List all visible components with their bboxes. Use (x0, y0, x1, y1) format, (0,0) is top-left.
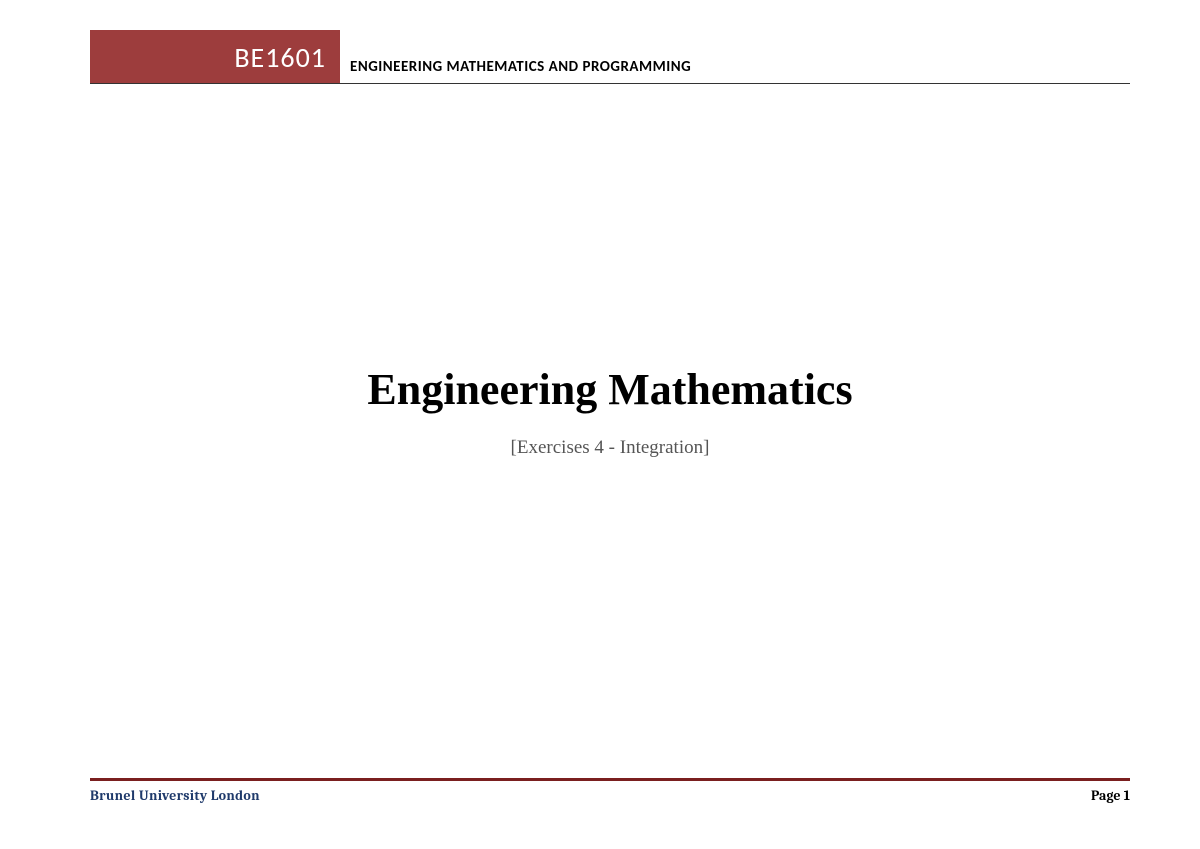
page-footer: Brunel University London Page 1 (90, 778, 1130, 804)
page-number: Page 1 (1091, 787, 1130, 804)
university-name: Brunel University London (90, 787, 260, 804)
document-title: Engineering Mathematics (90, 364, 1130, 415)
course-code-badge: BE1601 (90, 30, 340, 83)
footer-rule (90, 778, 1130, 781)
document-page: BE1601 ENGINEERING MATHEMATICS AND PROGR… (0, 0, 1200, 849)
document-subtitle: [Exercises 4 - Integration] (90, 437, 1130, 459)
course-title: ENGINEERING MATHEMATICS AND PROGRAMMING (340, 58, 691, 83)
title-block: Engineering Mathematics [Exercises 4 - I… (90, 364, 1130, 459)
footer-row: Brunel University London Page 1 (90, 787, 1130, 804)
page-header: BE1601 ENGINEERING MATHEMATICS AND PROGR… (90, 30, 1130, 84)
